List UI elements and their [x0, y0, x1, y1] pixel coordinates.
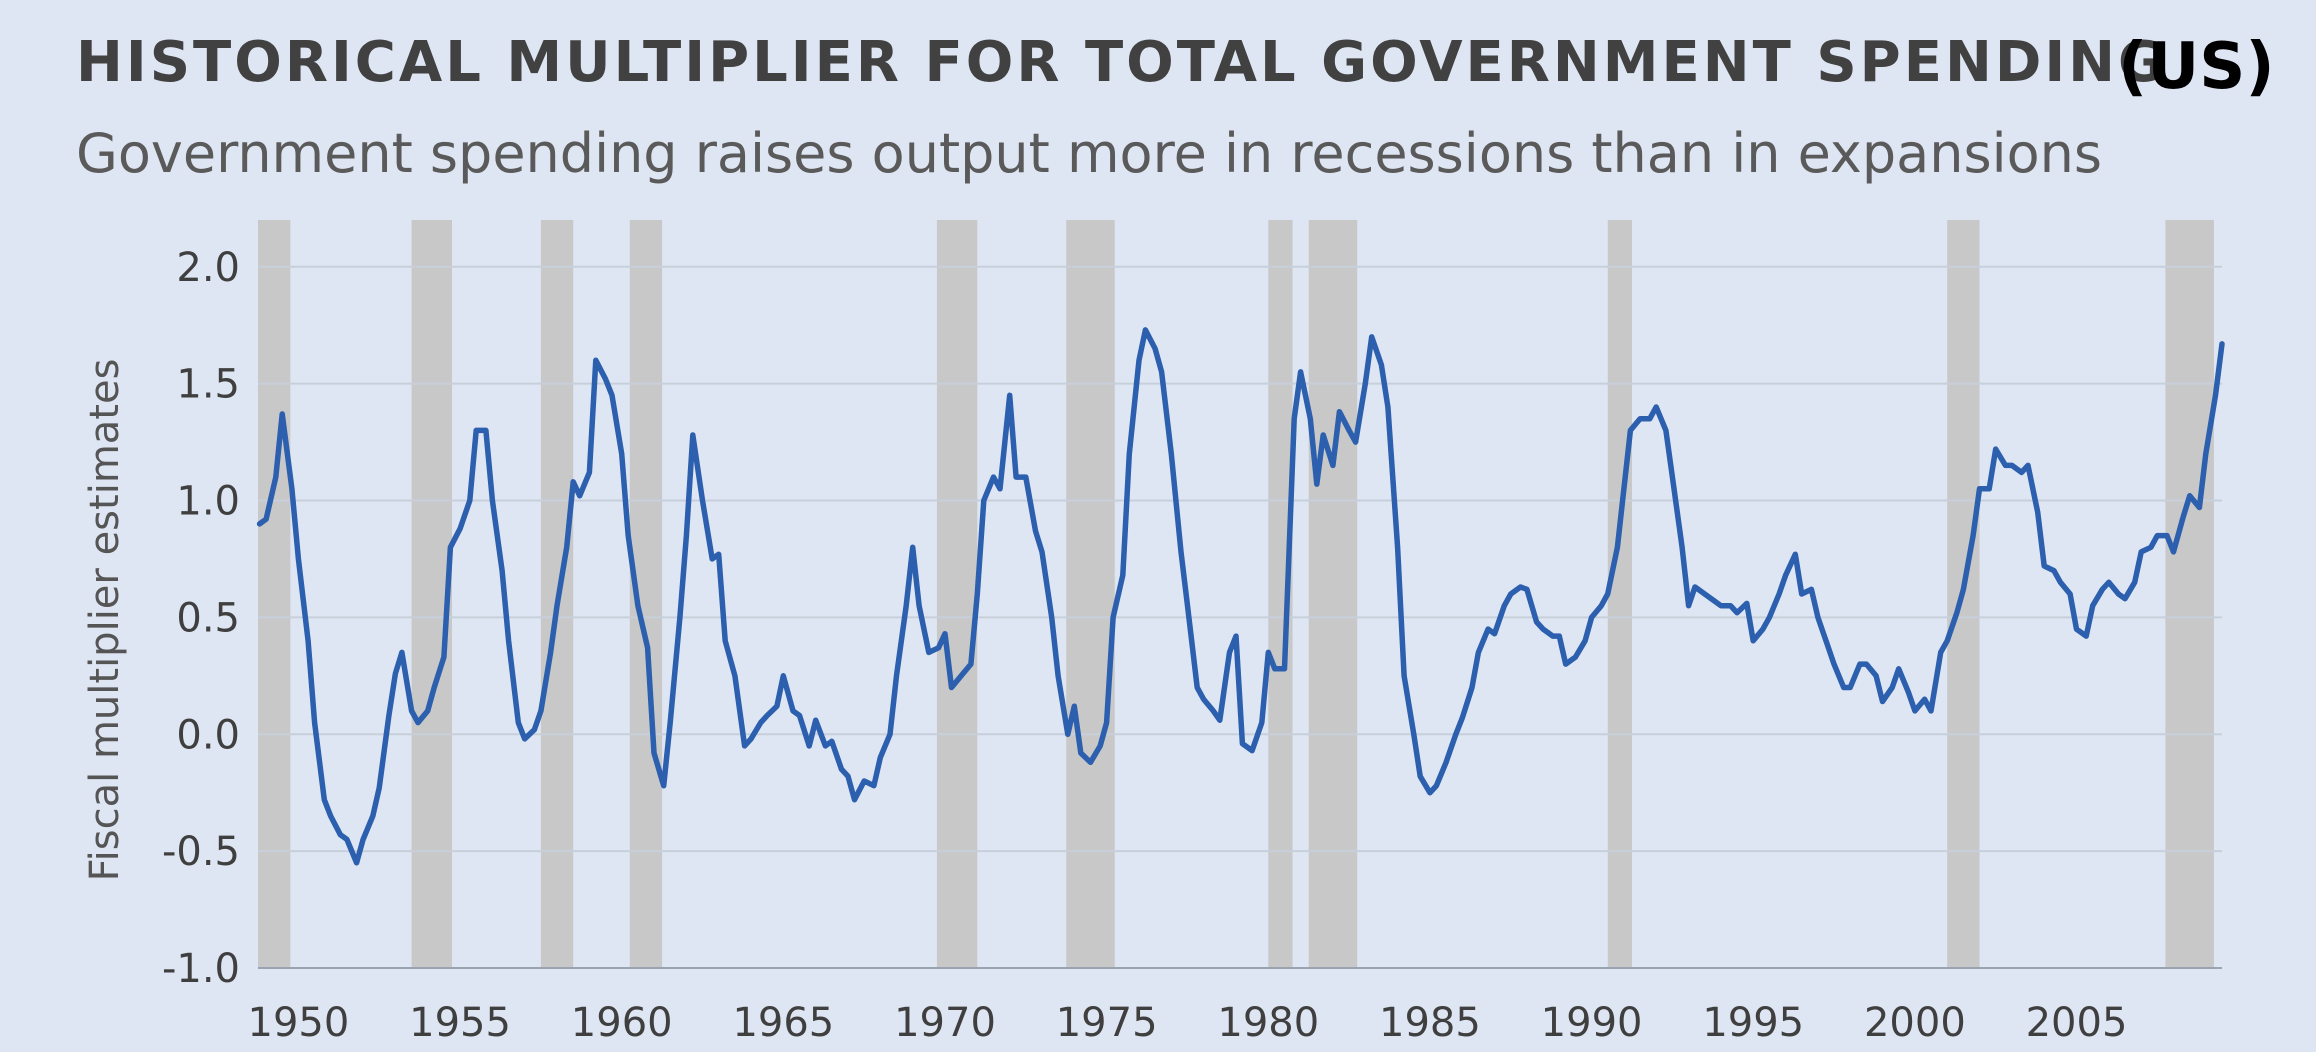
x-tick-label: 1970 [894, 1000, 996, 1046]
chart-title: HISTORICAL MULTIPLIER FOR TOTAL GOVERNME… [76, 30, 2167, 95]
y-tick-label: 1.0 [176, 479, 240, 525]
x-tick-label: 1965 [732, 1000, 834, 1046]
y-tick-label: 2.0 [176, 245, 240, 291]
y-tick-label: -0.5 [162, 829, 240, 875]
recession-band [1607, 220, 1632, 968]
recession-band [1066, 220, 1115, 968]
chart-subtitle: Government spending raises output more i… [76, 122, 2103, 185]
x-tick-label: 1980 [1217, 1000, 1319, 1046]
x-tick-label: 1995 [1702, 1000, 1804, 1046]
y-tick-label: 1.5 [176, 362, 240, 408]
x-tick-label: 1955 [409, 1000, 511, 1046]
x-tick-label: 2000 [1864, 1000, 1966, 1046]
recession-band [258, 220, 291, 968]
x-tick-label: 1960 [571, 1000, 673, 1046]
y-tick-label: -1.0 [162, 946, 240, 992]
x-tick-label: 1950 [248, 1000, 350, 1046]
x-tick-label: 1990 [1541, 1000, 1643, 1046]
y-tick-label: 0.5 [176, 595, 240, 641]
x-tick-label: 1975 [1056, 1000, 1158, 1046]
chart-title-region: (US) [2118, 30, 2275, 104]
y-tick-label: 0.0 [176, 712, 240, 758]
series-line [256, 327, 2225, 866]
recession-band [1308, 220, 1358, 968]
x-tick-label: 1985 [1379, 1000, 1481, 1046]
recession-band [936, 220, 978, 968]
x-tick-label: 2005 [2026, 1000, 2128, 1046]
y-axis-ticks: -1.0 -0.5 0.0 0.5 1.0 1.5 2.0 [162, 245, 240, 992]
recession-band [2165, 220, 2214, 968]
y-axis-label: Fiscal multiplier estimates [82, 359, 128, 882]
x-axis-ticks: 1950 1955 1960 1965 1970 1975 1980 1985 1990 1995… [248, 1000, 2128, 1046]
recession-bands [258, 220, 2214, 968]
series-line-group [256, 327, 2225, 866]
